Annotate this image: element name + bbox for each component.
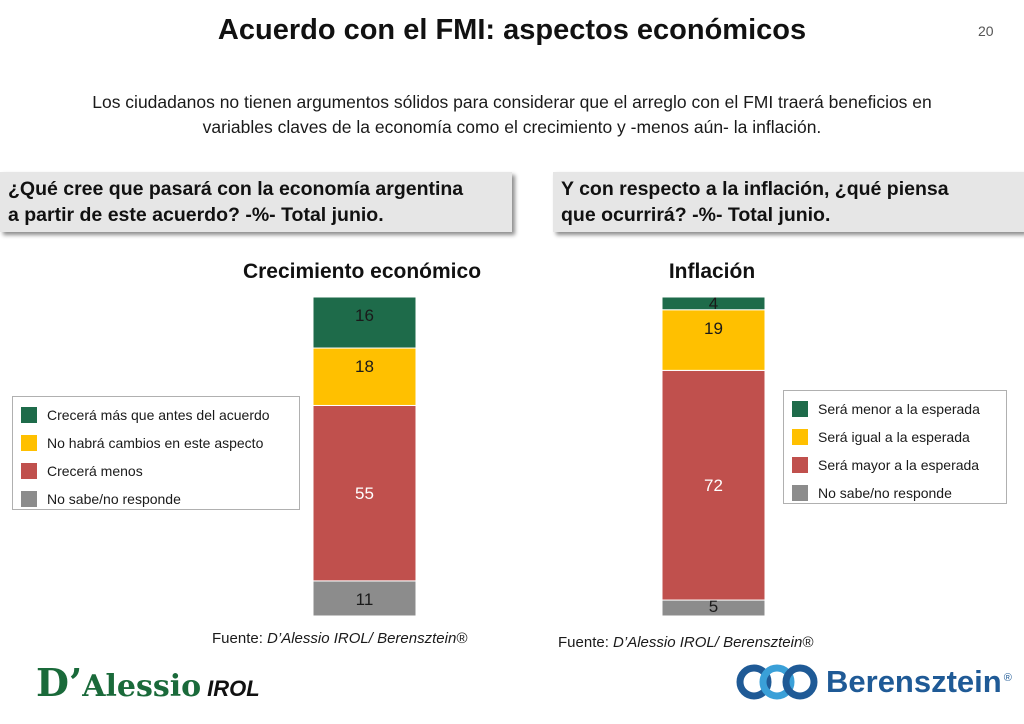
legend-swatch-yellow (792, 429, 808, 445)
question-inflation-line-2: que ocurrirá? -%- Total junio. (561, 204, 831, 226)
logo-irol: IROL (207, 676, 260, 701)
berensztein-mark-icon (736, 664, 818, 700)
legend-label: Crecerá menos (47, 463, 143, 479)
legend-label: No sabe/no responde (818, 485, 952, 501)
legend-item: Será menor a la esperada (792, 395, 998, 423)
logo-registered-mark: ® (1003, 672, 1012, 684)
data-label: 5 (709, 597, 718, 616)
legend-item: Crecerá menos (21, 457, 291, 485)
question-box-economy: ¿Qué cree que pasará con la economía arg… (0, 172, 512, 232)
growth-stacked-bar-chart: 11 55 18 16 (312, 296, 417, 617)
source-name: D’Alessio IROL/ Berensztein® (267, 630, 468, 647)
logo-d: D’ (36, 660, 83, 705)
legend-item: Será igual a la esperada (792, 423, 998, 451)
data-label: 19 (704, 319, 723, 338)
bar-segment (661, 296, 766, 311)
bar-segment (312, 580, 417, 617)
legend-item: No sabe/no responde (792, 479, 998, 507)
legend-swatch-green (792, 401, 808, 417)
question-box-inflation: Y con respecto a la inflación, ¿qué pien… (553, 172, 1024, 232)
bar-segment (312, 404, 417, 582)
legend-item: Crecerá más que antes del acuerdo (21, 401, 291, 429)
logo-berensztein-word: Berensztein (826, 664, 1002, 699)
chart-title-growth: Crecimiento económico (242, 260, 482, 283)
question-economy-line-1: ¿Qué cree que pasará con la economía arg… (8, 178, 464, 200)
subtitle-line-2: variables claves de la economía como el … (202, 117, 822, 137)
logo-alessio: Alessio (82, 669, 202, 704)
legend-label: No sabe/no responde (47, 491, 181, 507)
source-prefix: Fuente: (558, 634, 614, 651)
legend-swatch-gray (21, 491, 37, 507)
legend-label: Crecerá más que antes del acuerdo (47, 407, 270, 423)
legend-label: Será mayor a la esperada (818, 457, 980, 473)
question-economy-line-2: a partir de este acuerdo? -%- Total juni… (8, 204, 384, 226)
source-prefix: Fuente: (212, 630, 268, 647)
data-label: 16 (355, 306, 374, 325)
legend-item: No sabe/no responde (21, 485, 291, 513)
bar-segment (312, 296, 417, 349)
berensztein-logo: Berensztein ® (736, 662, 1012, 702)
inflation-stacked-bar-chart: 5 72 19 4 (661, 294, 766, 617)
legend-label: Será menor a la esperada (818, 401, 980, 417)
legend-item: Será mayor a la esperada (792, 451, 998, 479)
dalessio-irol-logo: D’Alessio IROL (36, 660, 260, 705)
source-name: D’Alessio IROL/ Berensztein® (613, 634, 814, 651)
slide-title: Acuerdo con el FMI: aspectos económicos (217, 14, 807, 46)
legend-swatch-gray (792, 485, 808, 501)
slide-subtitle: Los ciudadanos no tienen argumentos sóli… (20, 90, 1004, 140)
data-label: 18 (355, 357, 374, 376)
page-number: 20 (978, 23, 994, 39)
subtitle-line-1: Los ciudadanos no tienen argumentos sóli… (92, 92, 932, 112)
legend-label: No habrá cambios en este aspecto (47, 435, 264, 451)
source-left: Fuente: D’Alessio IROL/ Berensztein® (212, 630, 467, 647)
legend-swatch-green (21, 407, 37, 423)
legend-label: Será igual a la esperada (818, 429, 970, 445)
data-label: 11 (356, 590, 374, 609)
data-label: 72 (704, 476, 723, 495)
source-right: Fuente: D’Alessio IROL/ Berensztein® (558, 634, 813, 651)
legend-swatch-red (21, 463, 37, 479)
chart-title-inflation: Inflación (668, 260, 756, 283)
legend-swatch-red (792, 457, 808, 473)
data-label: 4 (709, 294, 718, 313)
data-label: 55 (355, 484, 374, 503)
question-inflation-line-1: Y con respecto a la inflación, ¿qué pien… (561, 178, 949, 200)
growth-legend: Crecerá más que antes del acuerdo No hab… (12, 396, 300, 510)
legend-swatch-yellow (21, 435, 37, 451)
legend-item: No habrá cambios en este aspecto (21, 429, 291, 457)
inflation-legend: Será menor a la esperada Será igual a la… (783, 390, 1007, 504)
